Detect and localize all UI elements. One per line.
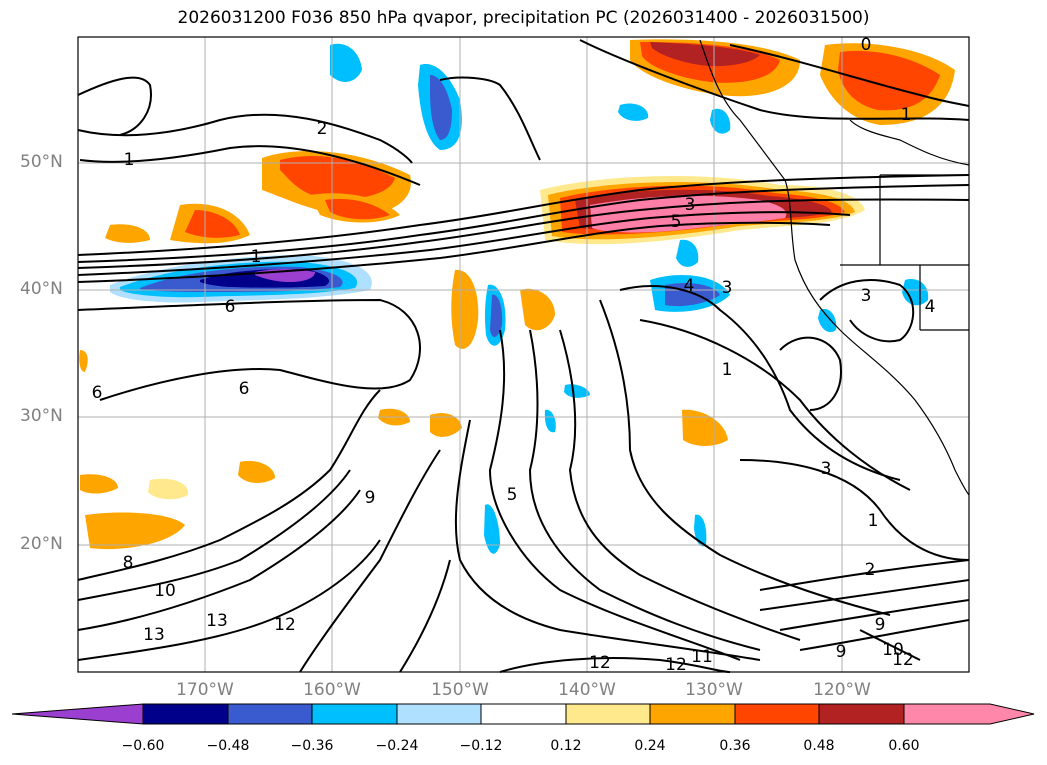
colorbar-tick-label: −0.12: [459, 738, 503, 754]
lat-tick-label: 40°N: [20, 279, 63, 299]
colorbar-segment: [734, 703, 820, 725]
contour-label: 12: [892, 650, 914, 670]
colorbar-tick-label: −0.60: [121, 738, 165, 754]
contour-label: 3: [685, 195, 696, 215]
colorbar-segment: [565, 703, 651, 725]
contour-label: 1: [722, 360, 733, 380]
qvapor-contours: [77, 39, 970, 673]
contour-label: 1: [124, 150, 135, 170]
colorbar-segment: [649, 703, 736, 725]
lat-tick-label: 30°N: [20, 406, 63, 426]
colorbar-segment: [227, 703, 313, 725]
contour-label: 5: [507, 485, 518, 505]
colorbar: [11, 703, 1035, 725]
colorbar-tick-label: 0.12: [550, 738, 582, 754]
contour-label: 4: [684, 276, 695, 296]
contour-label: 6: [92, 383, 103, 403]
lon-tick-label: 130°W: [685, 680, 743, 700]
coastline: [699, 39, 970, 496]
contour-labels: 0 1 2 1 1 3 5 4 3 3 4 6 6 6 1 3 9 5 1 8 …: [92, 35, 936, 675]
lon-tick-label: 150°W: [431, 680, 489, 700]
contour-label: 3: [861, 286, 872, 306]
lon-tick-label: 170°W: [176, 680, 234, 700]
contour-label: 3: [821, 459, 832, 479]
contour-label: 6: [225, 297, 236, 317]
colorbar-segment: [311, 703, 398, 725]
contour-label: 12: [665, 655, 687, 675]
lat-tick-label: 20°N: [20, 534, 63, 554]
contour-label: 6: [239, 379, 250, 399]
colorbar-tick-label: −0.24: [375, 738, 419, 754]
contour-label: 5: [671, 212, 682, 232]
contour-label: 9: [365, 488, 376, 508]
contour-label: 9: [875, 615, 886, 635]
colorbar-tick-label: 0.36: [719, 738, 751, 754]
colorbar-tick-label: 0.48: [803, 738, 835, 754]
colorbar-tick-label: 0.60: [888, 738, 920, 754]
map-plot-area: 0 1 2 1 1 3 5 4 3 3 4 6 6 6 1 3 9 5 1 8 …: [77, 35, 970, 675]
colorbar-tick-label: −0.48: [206, 738, 250, 754]
colorbar-segment: [480, 703, 567, 725]
contour-label: 2: [317, 119, 328, 139]
contour-label: 1: [251, 247, 262, 267]
contour-label: 1: [868, 511, 879, 531]
lon-tick-label: 140°W: [558, 680, 616, 700]
contour-label: 10: [154, 581, 176, 601]
contour-label: 12: [274, 615, 296, 635]
contour-label: 13: [143, 625, 165, 645]
colorbar-segment: [142, 703, 229, 725]
colorbar-segment: [396, 703, 482, 725]
contour-label: 9: [836, 642, 847, 662]
contour-label: 3: [722, 278, 733, 298]
lon-tick-label: 160°W: [303, 680, 361, 700]
contour-label: 1: [901, 105, 912, 125]
colorbar-segment: [903, 703, 1035, 725]
colorbar-segment: [818, 703, 905, 725]
colorbar-segment: [11, 703, 144, 725]
map-title: 2026031200 F036 850 hPa qvapor, precipit…: [177, 8, 870, 28]
colorbar-tick-label: −0.36: [290, 738, 334, 754]
contour-label: 11: [691, 647, 713, 667]
contour-label: 13: [206, 611, 228, 631]
lon-tick-label: 120°W: [813, 680, 871, 700]
contour-label: 12: [589, 653, 611, 673]
contour-label: 0: [861, 35, 872, 55]
lat-tick-label: 50°N: [20, 152, 63, 172]
contour-label: 8: [123, 553, 134, 573]
contour-label: 4: [925, 297, 936, 317]
graticule: [78, 37, 969, 672]
contour-label: 10: [882, 640, 904, 660]
colorbar-tick-label: 0.24: [634, 738, 666, 754]
contour-label: 2: [865, 560, 876, 580]
